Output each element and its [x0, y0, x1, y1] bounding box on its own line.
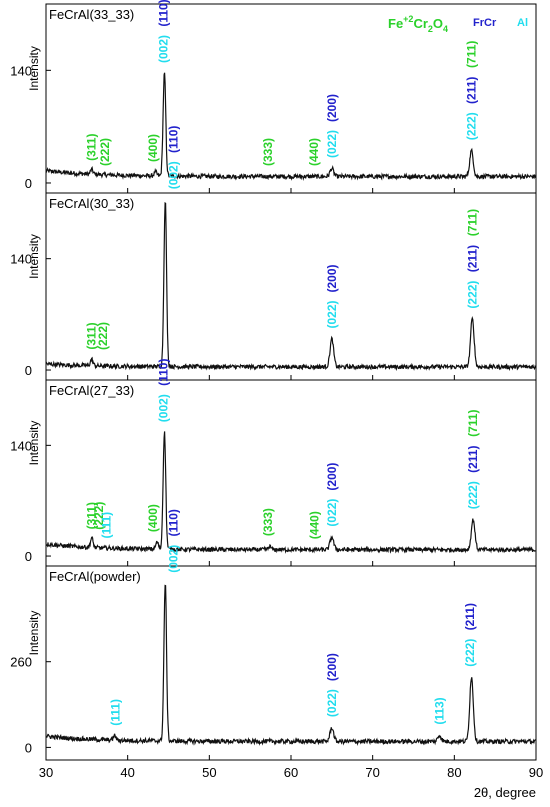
xrd-trace: [45, 201, 537, 372]
legend-frcr-label: FrCr: [473, 17, 497, 29]
xrd-trace: [45, 431, 536, 554]
peak-label-spinel: (400): [146, 134, 160, 162]
peak-label-spinel: (222): [98, 138, 112, 166]
panel-4: FeCrAl(powder) Intensity 0 260 (111) (002) (11…: [10, 509, 537, 761]
y-tick-label: 0: [25, 549, 32, 564]
peak-label-frcr: (211): [466, 446, 480, 473]
peak-label-spinel: (311): [85, 502, 99, 529]
peak-label-al: (002): [166, 161, 180, 189]
x-tick-label: 60: [284, 765, 298, 780]
peak-label-spinel: (222): [96, 322, 110, 350]
peak-label-spinel: (400): [146, 504, 160, 532]
y-axis-label: Intensity: [27, 46, 41, 91]
x-tick-label: 40: [120, 765, 134, 780]
y-tick-label: 0: [25, 740, 32, 755]
peak-label-spinel: (333): [261, 138, 275, 166]
x-axis-label: 2θ, degree: [474, 785, 536, 800]
peak-label-al: (022): [325, 689, 339, 717]
peak-label-frcr: (110): [157, 359, 171, 386]
peak-label-frcr: (200): [325, 264, 339, 292]
peak-label-spinel: (711): [466, 410, 480, 437]
peak-label-frcr: (211): [465, 245, 479, 272]
y-tick-label: 140: [10, 63, 32, 78]
panel-title: FeCrAl(33_33): [49, 7, 134, 22]
peak-label-spinel: (222): [92, 502, 106, 530]
peak-label-frcr: (110): [157, 0, 171, 27]
peak-label-al: (022): [325, 300, 339, 328]
y-tick-label: 260: [10, 655, 32, 670]
panel-2: FeCrAl(30_33)Intensity0140(311)(222)(002…: [10, 126, 537, 381]
peak-label-spinel: (311): [85, 134, 99, 161]
panel-frame: [45, 3, 537, 194]
panel-title: FeCrAl(powder): [49, 569, 141, 584]
peak-label-al: (002): [157, 35, 171, 63]
x-axis: 30 40 50 60 70 80 90: [39, 765, 543, 780]
panel-frame: [45, 192, 537, 381]
peak-label-spinel: (711): [464, 41, 478, 68]
legend-o: O: [433, 16, 443, 31]
peak-label-spinel: (333): [261, 508, 275, 536]
y-tick-label: 140: [10, 252, 32, 267]
xrd-trace: [45, 72, 537, 181]
xrd-trace: [45, 584, 536, 746]
peak-label-al: (022): [325, 130, 339, 158]
y-axis-label: Intensity: [27, 421, 41, 466]
peak-label-al: (111): [99, 512, 113, 539]
y-axis-label: Intensity: [27, 611, 41, 656]
peak-label-al: (222): [464, 112, 478, 140]
peak-label-frcr: (211): [463, 603, 477, 630]
y-tick-label: 140: [10, 438, 32, 453]
peak-label-spinel: (440): [307, 138, 321, 166]
x-tick-label: 30: [39, 765, 53, 780]
legend-al-label: Al: [517, 17, 528, 29]
peak-label-al: (111): [108, 699, 122, 726]
panel-3: FeCrAl(27_33)Intensity0140(311)(222)(111…: [10, 359, 537, 567]
peak-label-spinel: (440): [308, 511, 322, 539]
legend-cr-sub: 2: [428, 24, 433, 34]
peak-label-spinel: (711): [465, 209, 479, 236]
peak-label-al: (222): [463, 639, 477, 667]
legend-o-sub: 4: [443, 24, 448, 34]
x-tick-label: 50: [202, 765, 216, 780]
peak-label-frcr: (110): [166, 126, 180, 153]
legend-fe: Fe: [388, 16, 403, 31]
panel-title: FeCrAl(30_33): [49, 196, 134, 211]
y-tick-label: 0: [25, 176, 32, 191]
peak-label-al: (022): [325, 499, 339, 527]
legend-spinel-label: Fe+2Cr2O4: [388, 14, 448, 34]
peak-label-al: (002): [166, 545, 180, 573]
peak-label-frcr: (200): [325, 94, 339, 122]
peak-label-al: (222): [465, 281, 479, 309]
peak-label-frcr: (200): [325, 463, 339, 491]
peak-label-al: (002): [157, 394, 171, 422]
x-tick-label: 70: [365, 765, 379, 780]
phase-legend: Fe+2Cr2O4 FrCr Al: [388, 14, 528, 34]
legend-cr: Cr: [413, 16, 427, 31]
peak-label-al: (113): [433, 697, 447, 724]
peak-label-frcr: (211): [464, 77, 478, 104]
peak-label-al: (222): [466, 481, 480, 509]
y-tick-label: 0: [25, 363, 32, 378]
x-tick-label: 80: [447, 765, 461, 780]
peak-label-frcr: (110): [166, 509, 180, 536]
peak-label-frcr: (200): [325, 653, 339, 681]
legend-fe-sup: +2: [403, 14, 413, 24]
peak-label-spinel: (311): [85, 322, 99, 349]
panel-frame: [45, 379, 537, 567]
y-axis-label: Intensity: [27, 234, 41, 279]
panel-title: FeCrAl(27_33): [49, 383, 134, 398]
x-tick-label: 90: [529, 765, 543, 780]
